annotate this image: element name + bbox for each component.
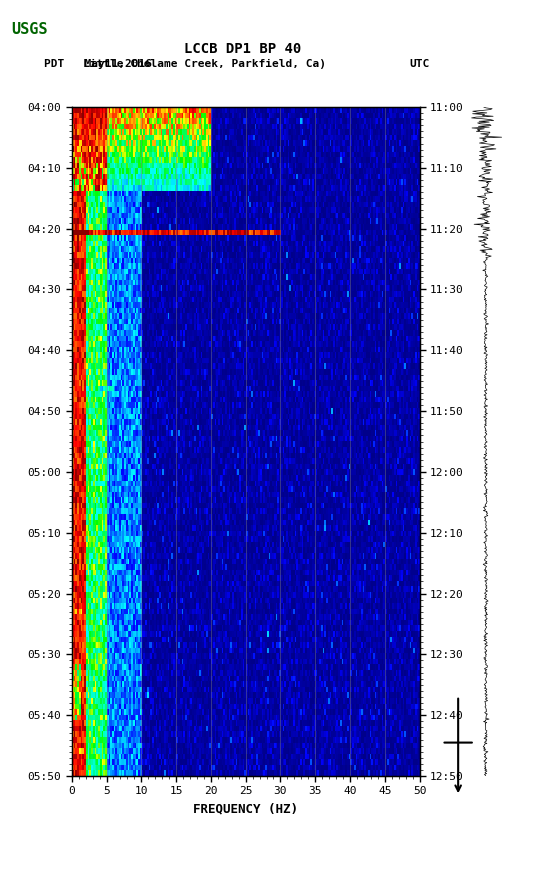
Text: Little Cholame Creek, Parkfield, Ca): Little Cholame Creek, Parkfield, Ca) — [83, 59, 326, 70]
Text: PDT   May11,2016: PDT May11,2016 — [44, 59, 152, 70]
Text: LCCB DP1 BP 40: LCCB DP1 BP 40 — [184, 42, 301, 56]
Text: USGS: USGS — [11, 22, 47, 37]
Text: UTC: UTC — [410, 59, 429, 70]
X-axis label: FREQUENCY (HZ): FREQUENCY (HZ) — [193, 802, 298, 815]
